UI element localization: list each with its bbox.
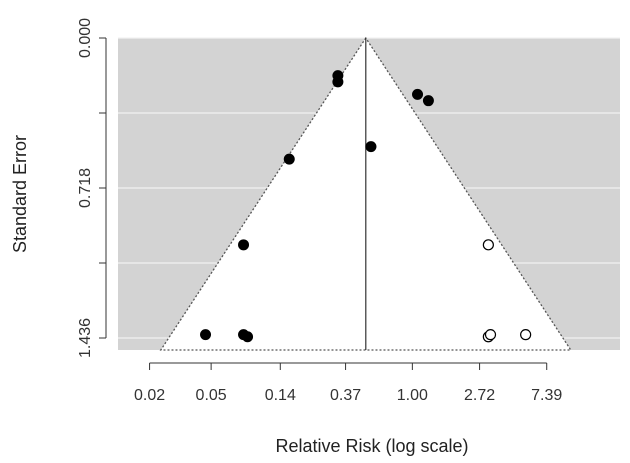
x-tick-label: 1.00 <box>397 387 428 404</box>
y-tick-label: 1.436 <box>77 318 94 358</box>
y-axis-title: Standard Error <box>10 135 30 253</box>
imputed-data-point <box>482 239 494 251</box>
x-tick-label: 0.37 <box>330 387 361 404</box>
imputed-data-point <box>484 329 497 341</box>
data-point <box>332 76 344 88</box>
data-points <box>200 70 532 343</box>
data-point <box>283 153 295 165</box>
x-tick-label: 0.02 <box>134 387 165 404</box>
data-point <box>200 329 212 341</box>
data-point <box>412 88 424 100</box>
y-axis: 0.000 0.718 1.436 <box>77 18 107 358</box>
data-point <box>422 95 434 107</box>
x-axis: 0.02 0.05 0.14 0.37 1.00 2.72 7.39 <box>134 362 562 404</box>
x-tick-label: 7.39 <box>531 387 562 404</box>
y-tick-label: 0.718 <box>77 168 94 208</box>
data-point <box>238 239 250 251</box>
imputed-data-point <box>520 329 532 341</box>
data-point <box>365 141 377 153</box>
x-axis-title: Relative Risk (log scale) <box>275 436 468 456</box>
y-tick-label: 0.000 <box>77 18 94 58</box>
x-tick-label: 0.05 <box>196 387 227 404</box>
x-tick-label: 0.14 <box>265 387 296 404</box>
data-point <box>242 331 254 343</box>
x-tick-label: 2.72 <box>464 387 495 404</box>
